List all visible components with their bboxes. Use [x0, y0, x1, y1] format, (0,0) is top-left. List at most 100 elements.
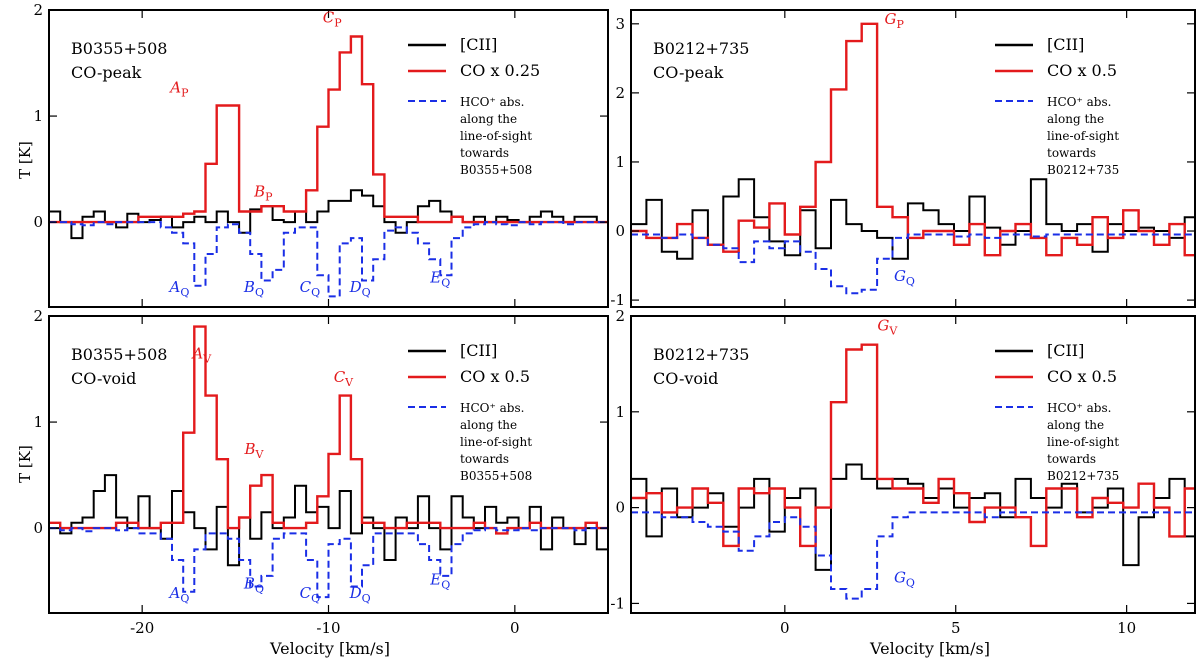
component-label: AP — [168, 79, 189, 100]
component-label: CV — [334, 368, 354, 389]
legend-label-co: CO x 0.5 — [460, 367, 530, 386]
x-tick-label: 0 — [510, 619, 520, 637]
y-tick-label: -1 — [610, 291, 625, 309]
component-label-subscript: Q — [255, 583, 264, 596]
legend-label-co: CO x 0.5 — [1047, 61, 1117, 80]
legend-label-hco: towards — [460, 452, 509, 466]
position-label: CO-peak — [71, 63, 142, 82]
panel-4: 0 5 10 -1 0 1 2 B0212+735 CO-void [CII] CO x 0.5 HC… — [610, 307, 1196, 637]
y-tick-label: 1 — [33, 413, 43, 431]
series-co-line — [631, 22, 1195, 257]
component-label: DQ — [349, 584, 371, 605]
component-label-subscript: V — [202, 352, 212, 365]
y-tick-label: 3 — [615, 15, 625, 33]
component-label-subscript: P — [896, 18, 904, 31]
series-co-line — [49, 35, 608, 224]
legend-label-cii: [CII] — [1047, 35, 1084, 54]
component-label-subscript: Q — [441, 578, 450, 591]
legend-label-hco: towards — [1047, 146, 1096, 160]
legend-label-cii: [CII] — [1047, 341, 1084, 360]
y-tick-label: 1 — [33, 107, 43, 125]
series-cii-line — [49, 474, 608, 567]
source-label: B0212+735 — [653, 39, 749, 58]
component-label: EQ — [429, 570, 450, 591]
legend-label-hco: line-of-sight — [460, 129, 532, 143]
legend-label-co: CO x 0.5 — [1047, 367, 1117, 386]
component-label-subscript: P — [334, 17, 342, 30]
component-label-subscript: Q — [362, 592, 371, 605]
x-axis-label-left: Velocity [km/s] — [269, 639, 390, 658]
component-label-subscript: Q — [311, 286, 320, 299]
legend-label-hco: towards — [1047, 452, 1096, 466]
legend-label-co: CO x 0.25 — [460, 61, 540, 80]
plot-frame — [630, 9, 1196, 308]
component-label: CP — [323, 9, 342, 30]
y-axis-label-top: T [K] — [16, 141, 34, 179]
y-tick-label: 2 — [615, 307, 625, 325]
legend-label-hco: line-of-sight — [1047, 435, 1119, 449]
component-label: GQ — [894, 267, 915, 288]
legend-label-hco: B0212+735 — [1047, 163, 1119, 177]
y-tick-label: 1 — [615, 153, 625, 171]
series-hco-line — [631, 511, 1195, 600]
legend-label-hco: line-of-sight — [460, 435, 532, 449]
y-tick-label: -1 — [610, 594, 625, 612]
y-tick-label: 0 — [615, 222, 625, 240]
y-tick-label: 2 — [33, 1, 43, 19]
component-label: GP — [885, 10, 905, 31]
component-label-subscript: Q — [906, 275, 915, 288]
component-label-subscript: Q — [441, 277, 450, 290]
y-tick-label: 1 — [615, 403, 625, 421]
y-tick-label: 0 — [615, 499, 625, 517]
component-label-subscript: Q — [906, 576, 915, 589]
legend-label-cii: [CII] — [460, 35, 497, 54]
x-tick-label: -10 — [316, 619, 340, 637]
position-label: CO-void — [653, 369, 718, 388]
component-label-subscript: V — [888, 324, 898, 337]
legend-label-hco: along the — [460, 418, 517, 432]
legend-label-hco: B0212+735 — [1047, 469, 1119, 483]
source-label: B0355+508 — [71, 39, 167, 58]
position-label: CO-peak — [653, 63, 724, 82]
series-cii-line — [49, 189, 608, 240]
component-label-subscript: Q — [311, 592, 320, 605]
component-label: AQ — [167, 584, 189, 605]
series-hco-line — [49, 527, 608, 599]
y-tick-label: 2 — [33, 307, 43, 325]
component-label-subscript: V — [344, 376, 354, 389]
x-tick-label: 10 — [1117, 619, 1136, 637]
series-cii-line — [631, 178, 1195, 260]
component-label: AQ — [167, 278, 189, 299]
legend-label-hco: HCO⁺ abs. — [460, 401, 524, 415]
legend-label-hco: along the — [460, 112, 517, 126]
component-label: GQ — [894, 568, 915, 589]
component-label: DQ — [349, 278, 371, 299]
series-hco-line — [49, 221, 608, 298]
legend-label-hco: B0355+508 — [460, 469, 532, 483]
x-tick-label: 5 — [951, 619, 961, 637]
panel-2: -1 0 1 2 3 B0212+735 CO-peak [CII] CO x 0.5 HCO⁺ … — [610, 9, 1196, 309]
legend-label-hco: HCO⁺ abs. — [460, 95, 524, 109]
source-label: B0355+508 — [71, 345, 167, 364]
component-label: BP — [253, 183, 273, 204]
component-label-subscript: P — [265, 191, 273, 204]
component-label: BQ — [243, 278, 264, 299]
component-label-subscript: Q — [362, 286, 371, 299]
position-label: CO-void — [71, 369, 136, 388]
component-label: CQ — [300, 278, 321, 299]
component-label-subscript: Q — [255, 286, 264, 299]
plot-frame — [630, 315, 1196, 614]
component-label: EQ — [429, 269, 450, 290]
component-label-subscript: Q — [180, 592, 189, 605]
component-label-subscript: P — [181, 87, 189, 100]
source-label: B0212+735 — [653, 345, 749, 364]
legend-label-hco: along the — [1047, 112, 1104, 126]
component-label: AV — [190, 344, 212, 365]
component-label-subscript: V — [255, 448, 265, 461]
y-axis-label-bottom: T [K] — [16, 445, 34, 483]
legend-label-hco: line-of-sight — [1047, 129, 1119, 143]
legend-label-hco: HCO⁺ abs. — [1047, 95, 1111, 109]
legend-label-hco: HCO⁺ abs. — [1047, 401, 1111, 415]
legend-label-cii: [CII] — [460, 341, 497, 360]
